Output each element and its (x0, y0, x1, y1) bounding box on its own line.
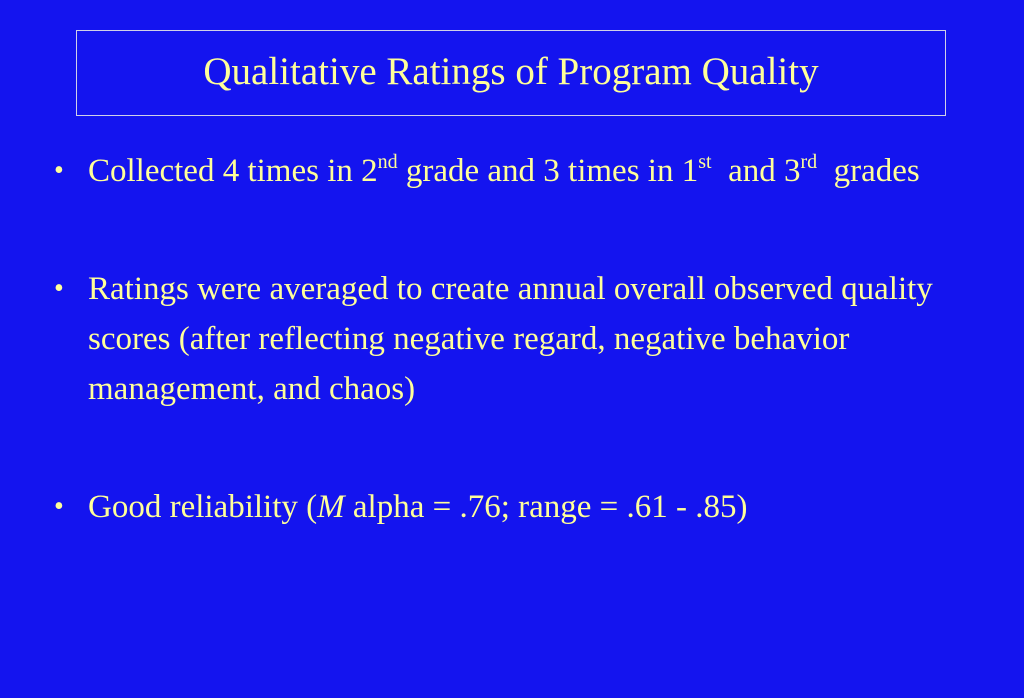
bullet-text-part: grade and 3 times in 1 (397, 153, 699, 189)
bullet-text-part: grades (817, 153, 920, 189)
bullet-text-part: Collected 4 times in 2 (88, 153, 378, 189)
bullet-icon: • (54, 155, 64, 186)
bullet-item-collection: • Collected 4 times in 2nd grade and 3 t… (52, 146, 972, 196)
bullet-text-part: and 3 (711, 153, 801, 189)
ordinal-suffix: st (698, 151, 712, 173)
slide-title: Qualitative Ratings of Program Quality (203, 49, 819, 93)
title-box: Qualitative Ratings of Program Quality (76, 30, 946, 116)
ordinal-suffix: nd (377, 151, 398, 173)
bullet-icon: • (54, 491, 64, 522)
bullet-text: Ratings were averaged to create annual o… (88, 271, 933, 407)
ordinal-suffix: rd (800, 151, 818, 173)
bullet-item-averaging: • Ratings were averaged to create annual… (52, 264, 972, 414)
bullet-item-reliability: • Good reliability (M alpha = .76; range… (52, 482, 972, 532)
bullet-list: • Collected 4 times in 2nd grade and 3 t… (52, 146, 972, 532)
bullet-text-part: alpha = .76; range = .61 - .85) (344, 489, 748, 525)
bullet-icon: • (54, 273, 64, 304)
mean-symbol: M (317, 489, 345, 525)
bullet-text-part: Good reliability ( (88, 489, 318, 525)
